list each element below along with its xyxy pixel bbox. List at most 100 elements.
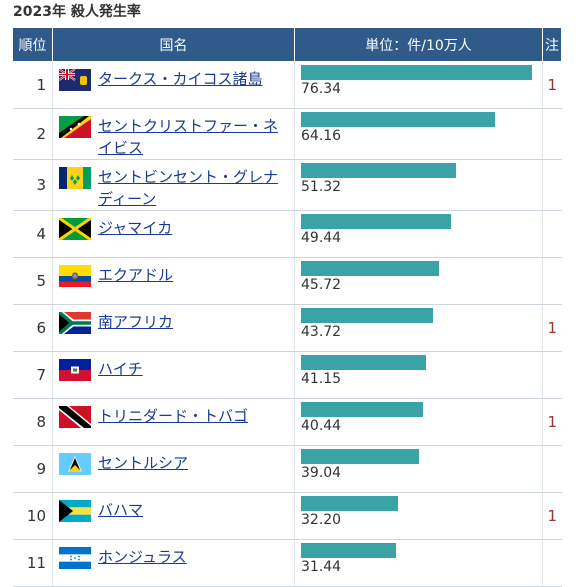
country-link[interactable]: バハマ (98, 501, 144, 519)
header-note: 注 (542, 27, 562, 62)
value-cell: 39.04 (294, 445, 543, 493)
value-bar (301, 496, 398, 511)
value-label: 31.44 (301, 559, 342, 575)
country-cell: バハマ (52, 492, 295, 540)
rank-cell: 11 (12, 539, 53, 587)
turks-caicos-flag-icon (59, 69, 91, 91)
value-bar (301, 402, 423, 417)
country-cell: エクアドル (52, 257, 295, 305)
note-cell (542, 108, 562, 160)
value-cell: 40.44 (294, 398, 543, 446)
haiti-flag-icon (59, 359, 91, 381)
table-row: 8 トリニダード・トバゴ 40.44 1 (12, 398, 562, 446)
rank-cell: 8 (12, 398, 53, 446)
rank-cell: 7 (12, 351, 53, 399)
country-cell: ジャマイカ (52, 210, 295, 258)
value-label: 32.20 (301, 512, 342, 528)
note-cell (542, 539, 562, 587)
table-row: 7 ハイチ 41.15 (12, 351, 562, 399)
value-bar (301, 449, 419, 464)
value-cell: 32.20 (294, 492, 543, 540)
rank-cell: 9 (12, 445, 53, 493)
country-link[interactable]: セントクリストファー・ネイビス (98, 117, 279, 157)
table-row: 10 バハマ 32.20 1 (12, 492, 562, 540)
value-cell: 45.72 (294, 257, 543, 305)
note-cell: 1 (542, 492, 562, 540)
value-bar (301, 261, 439, 276)
value-cell: 76.34 (294, 61, 543, 109)
country-link[interactable]: ハイチ (98, 360, 143, 378)
table-row: 2 セントクリストファー・ネイビス 64.16 (12, 108, 562, 160)
saint-kitts-nevis-flag-icon (59, 116, 91, 138)
table-row: 5 エクアドル 45.72 (12, 257, 562, 305)
value-bar (301, 543, 396, 558)
country-cell: セントルシア (52, 445, 295, 493)
ecuador-flag-icon (59, 265, 91, 287)
country-link[interactable]: ジャマイカ (98, 219, 173, 237)
country-cell: タークス・カイコス諸島 (52, 61, 295, 109)
rank-cell: 5 (12, 257, 53, 305)
value-label: 76.34 (301, 81, 342, 97)
header-country: 国名 (52, 27, 295, 62)
note-cell: 1 (542, 304, 562, 352)
rank-cell: 4 (12, 210, 53, 258)
table-row: 1 タークス・カイコス諸島 76.34 1 (12, 61, 562, 109)
rank-cell: 10 (12, 492, 53, 540)
table-row: 4 ジャマイカ 49.44 (12, 210, 562, 258)
value-cell: 49.44 (294, 210, 543, 258)
country-link[interactable]: タークス・カイコス諸島 (98, 70, 263, 88)
value-cell: 43.72 (294, 304, 543, 352)
country-link[interactable]: ホンジュラス (98, 548, 187, 566)
table-header-row: 順位 国名 単位：件/10万人 注 (12, 27, 562, 62)
table-row: 11 ホンジュラス 31.44 (12, 539, 562, 587)
value-label: 40.44 (301, 418, 342, 434)
value-bar (301, 65, 532, 80)
value-label: 45.72 (301, 277, 342, 293)
rank-cell: 3 (12, 159, 53, 211)
note-cell (542, 210, 562, 258)
honduras-flag-icon (59, 547, 91, 569)
table-row: 6 南アフリカ 43.72 1 (12, 304, 562, 352)
value-cell: 64.16 (294, 108, 543, 160)
country-link[interactable]: トリニダード・トバゴ (98, 407, 249, 425)
value-bar (301, 355, 426, 370)
value-label: 51.32 (301, 179, 342, 195)
country-link[interactable]: セントルシア (98, 454, 189, 472)
value-label: 39.04 (301, 465, 342, 481)
header-value: 単位：件/10万人 (294, 27, 543, 62)
note-cell: 1 (542, 398, 562, 446)
value-label: 49.44 (301, 230, 342, 246)
page-title: 2023年 殺人発生率 (13, 4, 141, 20)
value-bar (301, 112, 495, 127)
saint-vincent-flag-icon (59, 167, 91, 189)
ranking-table: 順位 国名 単位：件/10万人 注 1 タークス・カイコス諸島 76.34 1 2 セント… (12, 27, 562, 587)
country-cell: セントクリストファー・ネイビス (52, 108, 295, 160)
value-label: 41.15 (301, 371, 342, 387)
value-bar (301, 214, 451, 229)
country-link[interactable]: セントビンセント・グレナディーン (98, 168, 279, 208)
table-body: 1 タークス・カイコス諸島 76.34 1 2 セントクリストファー・ネイビス 64.16 3… (12, 61, 562, 587)
country-cell: セントビンセント・グレナディーン (52, 159, 295, 211)
saint-lucia-flag-icon (59, 453, 91, 475)
note-cell (542, 159, 562, 211)
value-bar (301, 308, 433, 323)
rank-cell: 1 (12, 61, 53, 109)
value-cell: 51.32 (294, 159, 543, 211)
jamaica-flag-icon (59, 218, 91, 240)
south-africa-flag-icon (59, 312, 91, 334)
note-cell (542, 445, 562, 493)
header-rank: 順位 (12, 27, 53, 62)
value-cell: 31.44 (294, 539, 543, 587)
country-cell: ハイチ (52, 351, 295, 399)
value-bar (301, 163, 456, 178)
country-link[interactable]: エクアドル (98, 266, 174, 284)
value-cell: 41.15 (294, 351, 543, 399)
note-cell: 1 (542, 61, 562, 109)
table-row: 3 セントビンセント・グレナディーン 51.32 (12, 159, 562, 211)
country-cell: トリニダード・トバゴ (52, 398, 295, 446)
country-cell: ホンジュラス (52, 539, 295, 587)
rank-cell: 6 (12, 304, 53, 352)
value-label: 64.16 (301, 128, 342, 144)
value-label: 43.72 (301, 324, 342, 340)
country-link[interactable]: 南アフリカ (98, 313, 174, 331)
